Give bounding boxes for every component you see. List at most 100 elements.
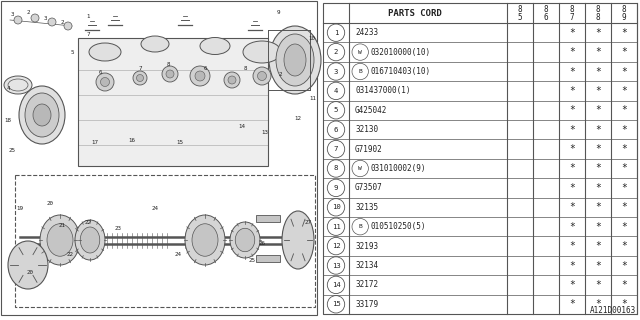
Text: *: * xyxy=(621,47,627,57)
Text: 031010002(9): 031010002(9) xyxy=(371,164,426,173)
Text: *: * xyxy=(595,280,601,290)
Text: 6: 6 xyxy=(99,69,102,75)
Text: 8: 8 xyxy=(518,4,522,13)
Ellipse shape xyxy=(269,26,321,94)
Text: 8: 8 xyxy=(596,12,600,21)
Text: *: * xyxy=(621,202,627,212)
Text: 2: 2 xyxy=(334,49,338,55)
Text: 11: 11 xyxy=(332,224,340,230)
Text: PARTS CORD: PARTS CORD xyxy=(388,9,442,18)
Text: *: * xyxy=(621,280,627,290)
Text: *: * xyxy=(595,125,601,135)
Text: 20: 20 xyxy=(47,201,54,205)
Circle shape xyxy=(133,71,147,85)
Text: *: * xyxy=(595,164,601,173)
FancyBboxPatch shape xyxy=(1,1,317,315)
FancyBboxPatch shape xyxy=(78,38,268,166)
Circle shape xyxy=(136,75,143,82)
Ellipse shape xyxy=(40,215,80,265)
Text: 5: 5 xyxy=(334,107,338,113)
Ellipse shape xyxy=(276,34,314,86)
Text: 14: 14 xyxy=(332,282,340,288)
Text: 14: 14 xyxy=(239,124,246,129)
Text: 1: 1 xyxy=(86,13,90,19)
Text: 2: 2 xyxy=(278,71,282,76)
Text: G425042: G425042 xyxy=(355,106,387,115)
Text: 8: 8 xyxy=(243,66,247,70)
Text: *: * xyxy=(621,222,627,232)
FancyBboxPatch shape xyxy=(256,215,280,222)
Circle shape xyxy=(31,14,39,22)
Text: *: * xyxy=(569,86,575,96)
Text: 27: 27 xyxy=(305,220,312,225)
Text: *: * xyxy=(595,67,601,76)
Ellipse shape xyxy=(19,86,65,144)
Text: 24: 24 xyxy=(152,205,159,211)
Circle shape xyxy=(166,70,174,78)
Ellipse shape xyxy=(89,43,121,61)
Ellipse shape xyxy=(192,224,218,256)
Ellipse shape xyxy=(185,215,225,265)
Text: *: * xyxy=(621,144,627,154)
Text: 32134: 32134 xyxy=(355,261,378,270)
Text: 12: 12 xyxy=(332,243,340,249)
Text: *: * xyxy=(621,241,627,251)
Text: 2: 2 xyxy=(26,10,29,14)
Text: 7: 7 xyxy=(138,66,141,70)
Text: 1: 1 xyxy=(334,30,338,36)
FancyBboxPatch shape xyxy=(323,3,637,314)
Text: 32130: 32130 xyxy=(355,125,378,134)
Text: *: * xyxy=(569,241,575,251)
Text: *: * xyxy=(621,67,627,76)
Text: G73507: G73507 xyxy=(355,183,383,192)
Text: 2: 2 xyxy=(60,20,64,25)
Ellipse shape xyxy=(141,36,169,52)
Text: 8: 8 xyxy=(621,4,627,13)
Text: 7: 7 xyxy=(86,31,90,36)
Text: 9: 9 xyxy=(621,12,627,21)
Ellipse shape xyxy=(80,227,100,253)
Text: 032010000(10): 032010000(10) xyxy=(371,48,431,57)
Text: 010510250(5): 010510250(5) xyxy=(371,222,426,231)
Text: *: * xyxy=(621,125,627,135)
Text: *: * xyxy=(595,202,601,212)
Text: W: W xyxy=(358,166,362,171)
Text: 9: 9 xyxy=(334,185,338,191)
Text: *: * xyxy=(621,260,627,270)
Text: 6: 6 xyxy=(544,12,548,21)
Text: 7: 7 xyxy=(334,146,338,152)
Text: *: * xyxy=(569,164,575,173)
Text: *: * xyxy=(621,28,627,38)
Text: *: * xyxy=(621,183,627,193)
Text: *: * xyxy=(595,47,601,57)
Circle shape xyxy=(195,71,205,81)
Text: 7: 7 xyxy=(570,12,574,21)
Ellipse shape xyxy=(75,220,105,260)
Text: 22: 22 xyxy=(67,252,74,258)
Text: *: * xyxy=(595,222,601,232)
Text: 22: 22 xyxy=(84,220,92,225)
Text: *: * xyxy=(621,105,627,115)
Text: 3: 3 xyxy=(10,12,13,17)
Text: 8: 8 xyxy=(570,4,574,13)
Text: 15: 15 xyxy=(177,140,184,145)
Ellipse shape xyxy=(230,222,260,258)
Text: 8: 8 xyxy=(334,165,338,172)
Text: *: * xyxy=(595,86,601,96)
Circle shape xyxy=(162,66,178,82)
Text: W: W xyxy=(358,50,362,55)
Ellipse shape xyxy=(284,44,306,76)
Text: 5: 5 xyxy=(70,50,74,54)
Circle shape xyxy=(64,22,72,30)
Circle shape xyxy=(257,71,266,81)
Text: 32172: 32172 xyxy=(355,280,378,289)
Ellipse shape xyxy=(4,76,32,94)
Text: 19: 19 xyxy=(17,205,24,211)
Text: 23: 23 xyxy=(115,226,122,230)
Text: *: * xyxy=(569,125,575,135)
Text: *: * xyxy=(595,241,601,251)
Text: 24233: 24233 xyxy=(355,28,378,37)
Ellipse shape xyxy=(25,93,59,137)
Text: 4: 4 xyxy=(6,85,10,91)
Text: 3: 3 xyxy=(44,15,47,20)
